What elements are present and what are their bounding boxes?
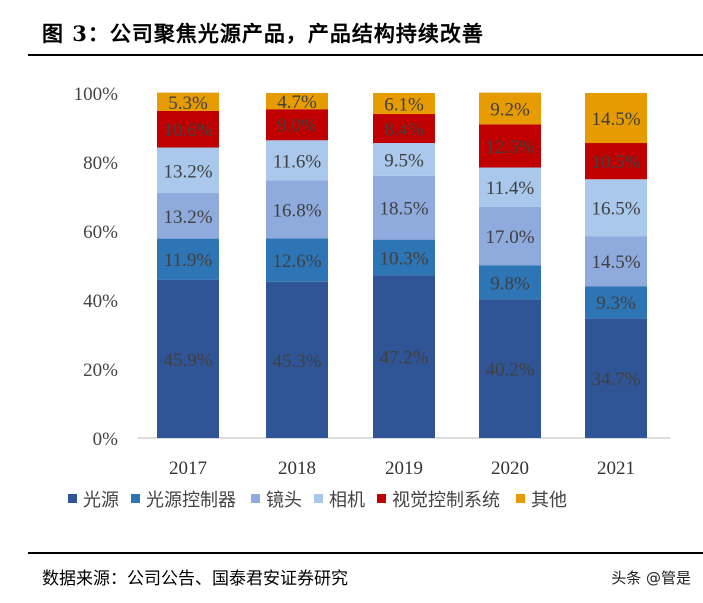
bar-segment xyxy=(266,180,328,239)
legend-swatch xyxy=(131,494,140,503)
data-label: 11.4% xyxy=(486,178,535,199)
bar-segment xyxy=(479,92,541,125)
x-tick-label: 2017 xyxy=(169,458,207,479)
data-label: 9.8% xyxy=(490,273,530,294)
data-label: 12.5% xyxy=(485,137,534,158)
bar-segment xyxy=(585,179,647,237)
data-label: 11.9% xyxy=(164,250,213,271)
bar-segment xyxy=(157,110,219,148)
legend-label: 光源 xyxy=(83,490,119,510)
watermark: 头条 @管是 xyxy=(611,569,691,587)
data-label: 40.2% xyxy=(485,360,534,381)
x-tick-label: 2018 xyxy=(278,458,316,479)
bar-segment xyxy=(585,318,647,438)
data-label: 45.3% xyxy=(272,351,321,372)
bar-segment xyxy=(266,93,328,110)
data-label: 8.4% xyxy=(384,120,424,141)
data-label: 4.7% xyxy=(277,92,317,113)
data-label: 9.0% xyxy=(277,116,317,137)
data-label: 13.2% xyxy=(163,207,212,228)
bar-segment xyxy=(266,109,328,141)
y-tick-label: 20% xyxy=(83,360,118,381)
y-tick-label: 0% xyxy=(93,429,119,450)
bar-segment xyxy=(585,236,647,287)
top-divider xyxy=(28,54,703,56)
data-label: 13.2% xyxy=(163,161,212,182)
legend-swatch xyxy=(516,494,525,503)
bar-segment xyxy=(479,124,541,168)
legend-label: 视觉控制系统 xyxy=(392,490,500,510)
bar-segment xyxy=(157,147,219,194)
y-tick-label: 100% xyxy=(74,84,119,105)
legend-label: 相机 xyxy=(329,490,365,510)
legend-label: 镜头 xyxy=(266,490,302,510)
y-tick-label: 60% xyxy=(83,222,118,243)
data-label: 9.2% xyxy=(490,100,530,121)
bar-segment xyxy=(585,143,647,180)
data-label: 16.8% xyxy=(272,200,321,221)
bar-segment xyxy=(373,175,435,240)
bar-segment xyxy=(266,140,328,181)
legend-swatch xyxy=(377,494,386,503)
bar-segment xyxy=(479,265,541,300)
y-tick-label: 40% xyxy=(83,291,118,312)
data-label: 6.1% xyxy=(384,95,424,116)
data-source: 数据来源：公司公告、国泰君安证券研究 xyxy=(42,569,348,589)
legend-swatch xyxy=(314,494,323,503)
data-label: 47.2% xyxy=(379,348,428,369)
bar-segment xyxy=(479,206,541,266)
bar-segment xyxy=(373,143,435,176)
bar-segment xyxy=(373,239,435,276)
bar-segment xyxy=(585,93,647,144)
bar-segment xyxy=(585,286,647,319)
bar-segment xyxy=(157,238,219,280)
bar-segment xyxy=(479,167,541,207)
bar-segment xyxy=(157,92,219,111)
data-label: 16.5% xyxy=(591,199,640,220)
x-tick-label: 2021 xyxy=(597,458,635,479)
legend-swatch xyxy=(251,494,260,503)
bar-segment xyxy=(479,299,541,438)
bar-segment xyxy=(157,193,219,239)
bar-segment xyxy=(373,114,435,144)
data-label: 11.6% xyxy=(273,151,322,172)
data-label: 5.3% xyxy=(168,93,208,114)
x-tick-label: 2019 xyxy=(385,458,423,479)
bar-segment xyxy=(266,238,328,282)
x-tick-label: 2020 xyxy=(491,458,529,479)
data-label: 10.3% xyxy=(379,248,428,269)
bar-segment xyxy=(266,281,328,438)
data-label: 12.6% xyxy=(272,251,321,272)
data-label: 9.3% xyxy=(596,293,636,314)
data-label: 34.7% xyxy=(591,369,640,390)
data-label: 45.9% xyxy=(163,350,212,371)
figure-title: 图 3：公司聚焦光源产品，产品结构持续改善 xyxy=(42,21,484,46)
legend-label: 光源控制器 xyxy=(146,490,236,510)
bottom-divider xyxy=(28,552,703,554)
legend-label: 其他 xyxy=(531,490,567,510)
data-label: 9.5% xyxy=(384,150,424,171)
legend-swatch xyxy=(68,494,77,503)
data-label: 17.0% xyxy=(485,227,534,248)
bar-segment xyxy=(373,275,435,438)
data-label: 18.5% xyxy=(379,199,428,220)
data-label: 14.5% xyxy=(591,252,640,273)
data-label: 10.6% xyxy=(163,120,212,141)
bar-segment xyxy=(373,93,435,115)
data-label: 14.5% xyxy=(591,109,640,130)
data-label: 10.5% xyxy=(591,152,640,173)
bar-segment xyxy=(157,279,219,438)
y-tick-label: 80% xyxy=(83,153,118,174)
